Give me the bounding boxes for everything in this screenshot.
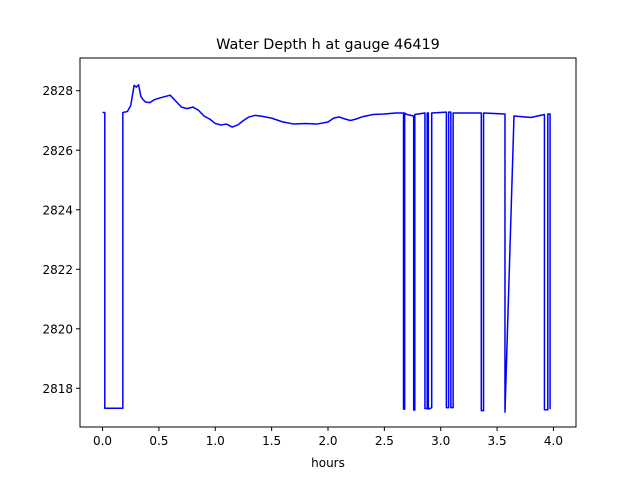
x-tick-label: 1.0 (206, 434, 225, 448)
y-tick-label: 2818 (42, 382, 73, 396)
x-tick-label: 3.5 (488, 434, 507, 448)
y-tick-label: 2824 (42, 203, 73, 217)
x-tick-label: 0.5 (149, 434, 168, 448)
chart-title: Water Depth h at gauge 46419 (216, 37, 440, 53)
y-tick-label: 2820 (42, 322, 73, 336)
x-tick-label: 0.0 (93, 434, 112, 448)
x-tick-label: 4.0 (544, 434, 563, 448)
x-tick-label: 3.0 (431, 434, 450, 448)
x-axis-title: hours (311, 456, 345, 470)
x-tick-label: 2.5 (375, 434, 394, 448)
x-tick-label: 1.5 (262, 434, 281, 448)
y-tick-label: 2826 (42, 144, 73, 158)
y-tick-label: 2828 (42, 84, 73, 98)
x-tick-label: 2.0 (318, 434, 337, 448)
plot-area: 0.0 0.5 1.0 1.5 2.0 2.5 3.0 3.5 4.0 2818 2820 2822 2… (42, 57, 577, 448)
series-line-0 (102, 84, 551, 413)
y-tick-label: 2822 (42, 263, 73, 277)
